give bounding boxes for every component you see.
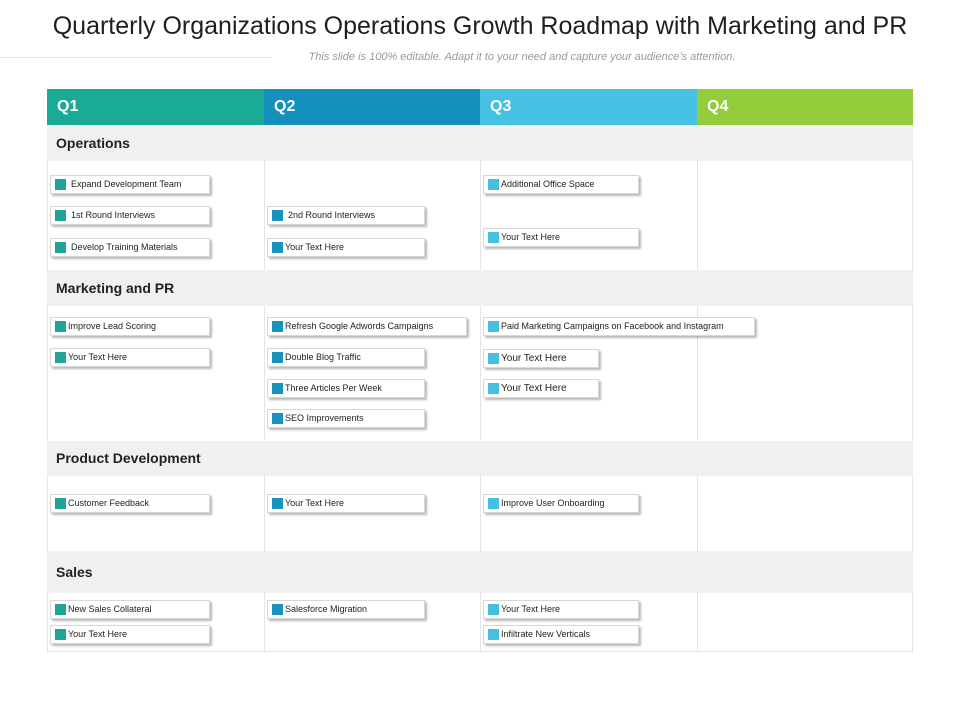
card-label: Additional Office Space	[501, 179, 595, 189]
card-label: Your Text Here	[501, 383, 567, 394]
roadmap-card: 1st Round Interviews	[50, 206, 210, 225]
q2-marker	[272, 242, 283, 253]
quarter-header-q3: Q3	[480, 89, 697, 125]
card-label: Improve User Onboarding	[501, 498, 605, 508]
card-label: Salesforce Migration	[285, 604, 368, 614]
roadmap-card: Your Text Here	[267, 494, 425, 513]
card-label: Your Text Here	[501, 353, 567, 364]
card-label: Paid Marketing Campaigns on Facebook and…	[501, 321, 724, 331]
section-operations: Operations	[47, 125, 913, 161]
roadmap-card: Develop Training Materials	[50, 238, 210, 257]
q2-marker	[272, 498, 283, 509]
roadmap-card: Improve Lead Scoring	[50, 317, 210, 336]
q3-marker	[488, 629, 499, 640]
card-label: 1st Round Interviews	[71, 210, 156, 220]
quarter-header-q2: Q2	[264, 89, 480, 125]
q3-marker	[488, 498, 499, 509]
roadmap-card: New Sales Collateral	[50, 600, 210, 619]
roadmap-card: SEO Improvements	[267, 409, 425, 428]
q1-marker	[55, 321, 66, 332]
roadmap-card: Additional Office Space	[483, 175, 639, 194]
roadmap-table: Q1 Q2 Q3 Q4 Operations Marketing and PR …	[47, 89, 913, 652]
roadmap-card: Your Text Here	[483, 600, 639, 619]
roadmap-card: Your Text Here	[50, 625, 210, 644]
q3-marker	[488, 232, 499, 243]
roadmap-card: Your Text Here	[50, 348, 210, 367]
table-bottom-border	[47, 651, 913, 652]
roadmap-card: Expand Development Team	[50, 175, 210, 194]
card-label: Your Text Here	[68, 352, 128, 362]
roadmap-card: Your Text Here	[483, 349, 599, 368]
page-subtitle: This slide is 100% editable. Adapt it to…	[308, 51, 736, 63]
column-divider	[480, 125, 481, 652]
card-label: Develop Training Materials	[71, 242, 178, 252]
quarter-header-q1: Q1	[47, 89, 264, 125]
roadmap-card: Infiltrate New Verticals	[483, 625, 639, 644]
roadmap-card: Double Blog Traffic	[267, 348, 425, 367]
card-label: Refresh Google Adwords Campaigns	[285, 321, 434, 331]
column-divider	[47, 125, 48, 652]
roadmap-card: 2nd Round Interviews	[267, 206, 425, 225]
q2-marker	[272, 321, 283, 332]
card-label: Improve Lead Scoring	[68, 321, 157, 331]
roadmap-card: Paid Marketing Campaigns on Facebook and…	[483, 317, 755, 336]
card-label: Customer Feedback	[68, 498, 150, 508]
q2-marker	[272, 413, 283, 424]
q3-marker	[488, 179, 499, 190]
subtitle-divider	[0, 57, 272, 58]
quarter-header-q4: Q4	[697, 89, 913, 125]
q1-marker	[55, 604, 66, 615]
roadmap-card: Customer Feedback	[50, 494, 210, 513]
section-product-development: Product Development	[47, 441, 913, 476]
roadmap-card: Improve User Onboarding	[483, 494, 639, 513]
card-label: Your Text Here	[501, 604, 561, 614]
q1-marker	[55, 352, 66, 363]
column-divider	[912, 125, 913, 652]
q1-marker	[55, 498, 66, 509]
card-label: Expand Development Team	[71, 179, 182, 189]
roadmap-card: Salesforce Migration	[267, 600, 425, 619]
q1-marker	[55, 210, 66, 221]
roadmap-card: Your Text Here	[483, 379, 599, 398]
roadmap-card: Three Articles Per Week	[267, 379, 425, 398]
q2-marker	[272, 383, 283, 394]
q2-marker	[272, 604, 283, 615]
q3-marker	[488, 353, 499, 364]
roadmap-card: Refresh Google Adwords Campaigns	[267, 317, 467, 336]
column-divider	[697, 125, 698, 652]
q1-marker	[55, 629, 66, 640]
q3-marker	[488, 321, 499, 332]
card-label: Double Blog Traffic	[285, 352, 361, 362]
card-label: Your Text Here	[285, 498, 345, 508]
card-label: Your Text Here	[501, 232, 561, 242]
section-sales: Sales	[47, 551, 913, 593]
card-label: Your Text Here	[285, 242, 345, 252]
q3-marker	[488, 604, 499, 615]
column-divider	[264, 125, 265, 652]
roadmap-card: Your Text Here	[483, 228, 639, 247]
card-label: Infiltrate New Verticals	[501, 629, 591, 639]
q2-marker	[272, 352, 283, 363]
q3-marker	[488, 383, 499, 394]
card-label: Your Text Here	[68, 629, 128, 639]
page-title: Quarterly Organizations Operations Growt…	[52, 12, 908, 40]
q2-marker	[272, 210, 283, 221]
card-label: Three Articles Per Week	[285, 383, 382, 393]
section-marketing-pr: Marketing and PR	[47, 270, 913, 306]
q1-marker	[55, 242, 66, 253]
card-label: New Sales Collateral	[68, 604, 152, 614]
roadmap-card: Your Text Here	[267, 238, 425, 257]
card-label: SEO Improvements	[285, 413, 364, 423]
card-label: 2nd Round Interviews	[288, 210, 376, 220]
q1-marker	[55, 179, 66, 190]
